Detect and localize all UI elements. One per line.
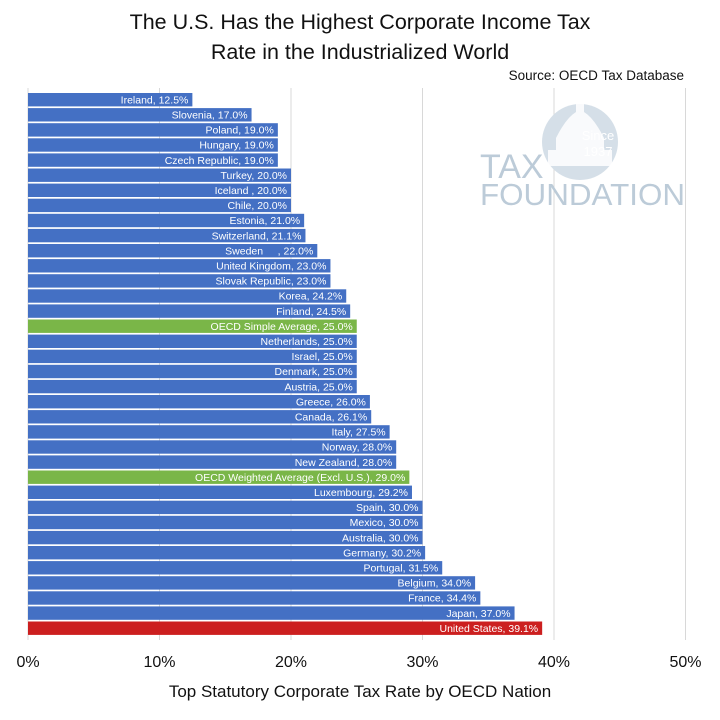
bar: [28, 500, 423, 515]
bar-label: Denmark, 25.0%: [275, 366, 353, 378]
source-note: Source: OECD Tax Database: [508, 68, 684, 83]
bar-label: United States, 39.1%: [440, 623, 539, 635]
bar: [28, 349, 357, 364]
bar: [28, 168, 291, 182]
bar: [28, 440, 397, 454]
chart-title-line-2: Rate in the Industrialized World: [210, 40, 510, 64]
tax-foundation-logo: Since 1937 TAX FOUNDATION: [480, 100, 685, 212]
bar: [28, 244, 318, 258]
bar-label: Estonia, 21.0%: [230, 215, 301, 227]
x-tick-label: 10%: [143, 654, 175, 671]
bar: [28, 153, 278, 167]
bar: [28, 395, 370, 409]
bar: [28, 259, 331, 273]
bar-label: Germany, 30.2%: [343, 547, 421, 559]
bar-label: Spain, 30.0%: [356, 502, 418, 514]
chart-title-line-1: The U.S. Has the Highest Corporate Incom…: [129, 10, 591, 34]
bar-label: Luxembourg, 29.2%: [314, 487, 408, 499]
bar: [28, 274, 331, 288]
bar-label: Greece, 26.0%: [296, 396, 366, 408]
x-tick-label: 30%: [406, 654, 438, 671]
bar: [28, 485, 412, 499]
bar-label: Austria, 25.0%: [284, 381, 352, 393]
logo-year-text: 1937: [584, 144, 613, 159]
bar-labels: Ireland, 12.5% Slovenia, 17.0% Poland, 19.…: [121, 94, 539, 635]
bar: [28, 591, 481, 605]
bar-label: Ireland, 12.5%: [121, 94, 189, 106]
bar: [28, 455, 397, 469]
bar: [28, 364, 357, 379]
bar: [28, 379, 357, 394]
x-tick-label: 40%: [538, 654, 570, 671]
bar: [28, 621, 543, 635]
bar-label: Switzerland, 21.1%: [212, 230, 302, 242]
bar-label: Chile, 20.0%: [227, 200, 287, 212]
bar-label: OECD Simple Average, 25.0%: [211, 321, 353, 333]
bar-label: Finland, 24.5%: [276, 306, 346, 318]
bar-label: France, 34.4%: [408, 593, 476, 605]
bar-label: Hungary, 19.0%: [199, 140, 274, 152]
bar: [28, 108, 252, 122]
bar-label: Canada, 26.1%: [295, 412, 367, 424]
bar: [28, 304, 351, 318]
bar-label: Poland, 19.0%: [206, 125, 274, 137]
bar: [28, 576, 476, 590]
logo-foundation-text: FOUNDATION: [480, 177, 685, 212]
bar: [28, 319, 357, 333]
bar: [28, 289, 347, 303]
bar-label: Belgium, 34.0%: [398, 578, 472, 590]
bar: [28, 515, 423, 530]
bar-label: Turkey, 20.0%: [220, 170, 287, 182]
bar-label: Iceland , 20.0%: [215, 185, 287, 197]
bar: [28, 93, 193, 107]
bar-label: New Zealand, 28.0%: [295, 457, 392, 469]
bar-label: United Kingdom, 23.0%: [216, 261, 326, 273]
bar: [28, 213, 305, 228]
bar-label: Norway, 28.0%: [322, 442, 392, 454]
bar: [28, 530, 423, 545]
bar: [28, 334, 357, 348]
bar-label: Netherlands, 25.0%: [261, 336, 353, 348]
bar: [28, 183, 291, 197]
bar-label: Italy, 27.5%: [332, 427, 386, 439]
bar-label: Sweden , 22.0%: [225, 245, 313, 257]
bar-label: Portugal, 31.5%: [364, 563, 439, 575]
x-axis-label: Top Statutory Corporate Tax Rate by OECD…: [168, 682, 552, 701]
capitol-dome-icon: [548, 100, 612, 166]
bar: [28, 123, 278, 137]
bar-label: Mexico, 30.0%: [350, 517, 419, 529]
x-tick-label: 0%: [16, 654, 39, 671]
x-tick-label: 50%: [669, 654, 701, 671]
logo-since-text: Since: [582, 128, 615, 143]
bar-label: Japan, 37.0%: [446, 608, 510, 620]
bar-label: Korea, 24.2%: [279, 291, 343, 303]
bars: [28, 93, 543, 635]
bar-label: Slovak Republic, 23.0%: [216, 276, 327, 288]
bar-label: Israel, 25.0%: [291, 351, 352, 363]
bar: [28, 198, 291, 213]
bar: [28, 606, 515, 620]
bar: [28, 410, 372, 424]
bar-label: Czech Republic, 19.0%: [165, 155, 274, 167]
bar: [28, 425, 390, 439]
bar-label: Australia, 30.0%: [342, 532, 418, 544]
bar: [28, 228, 306, 243]
x-tick-labels: 0% 10% 20% 30% 40% 50%: [16, 654, 701, 671]
bar: [28, 138, 278, 152]
bar-label: OECD Weighted Average (Excl. U.S.), 29.0…: [195, 472, 405, 484]
bar: [28, 470, 410, 484]
x-tick-label: 20%: [275, 654, 307, 671]
bar: [28, 561, 443, 575]
bar: [28, 546, 426, 560]
logo-tax-text: TAX: [480, 148, 544, 186]
bar-label: Slovenia, 17.0%: [172, 110, 248, 122]
